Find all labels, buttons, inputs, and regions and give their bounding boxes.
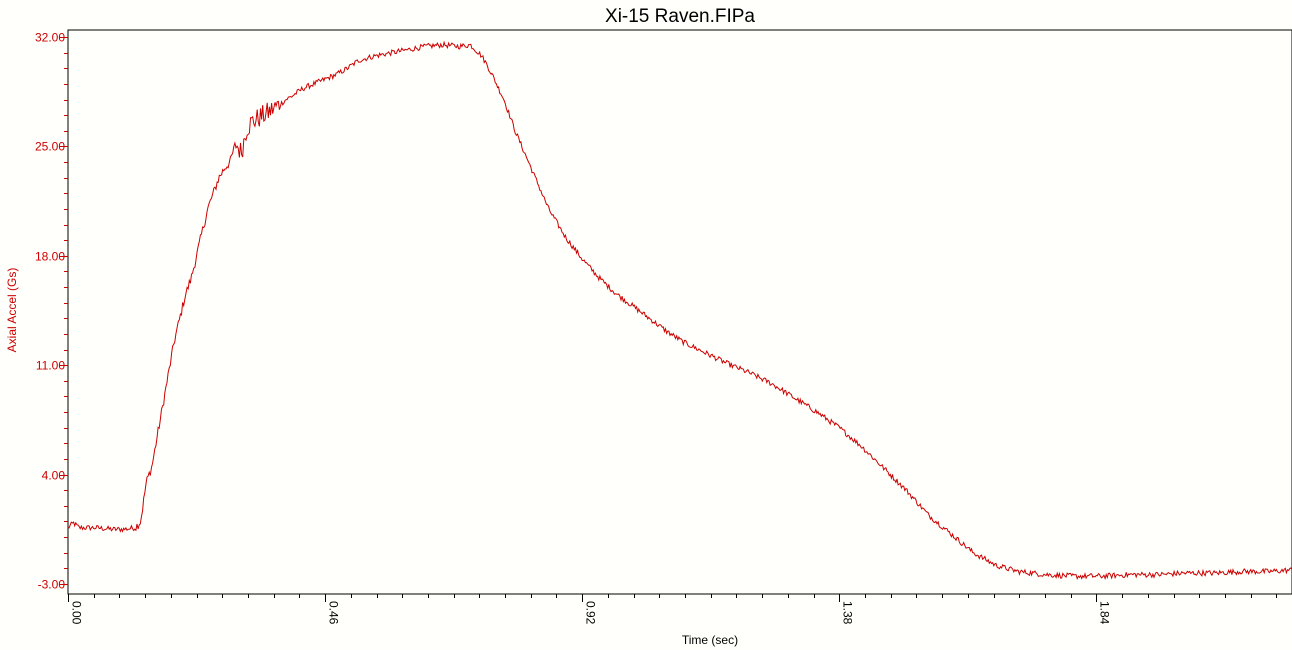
y-tick-label: 11.00 [36, 359, 65, 373]
x-axis-label: Time (sec) [682, 633, 738, 647]
axes-layer [59, 29, 1292, 602]
y-tick-label: 25.00 [35, 140, 65, 154]
x-tick-label: 0.46 [327, 601, 341, 625]
y-tick-label: 18.00 [35, 250, 65, 264]
x-tick-label: 1.84 [1098, 601, 1112, 625]
tick-label-layer: 32.00 25.00 18.00 11.00 4.00 -3.00 0.00 0.46 0.9… [35, 31, 1112, 625]
series-layer [67, 40, 1292, 581]
y-tick-label: 32.00 [35, 31, 65, 45]
y-tick-label: 4.00 [42, 469, 66, 483]
y-tick-label: -3.00 [38, 578, 66, 592]
chart-title: Xi-15 Raven.FIPa [605, 6, 755, 27]
plot-frame [67, 29, 1292, 595]
x-tick-label: 0.92 [584, 601, 598, 625]
series-line [67, 40, 1292, 581]
y-axis-label: Axial Accel (Gs) [5, 268, 19, 353]
x-tick-label: 1.38 [841, 601, 855, 625]
x-tick-label: 0.00 [70, 601, 84, 625]
